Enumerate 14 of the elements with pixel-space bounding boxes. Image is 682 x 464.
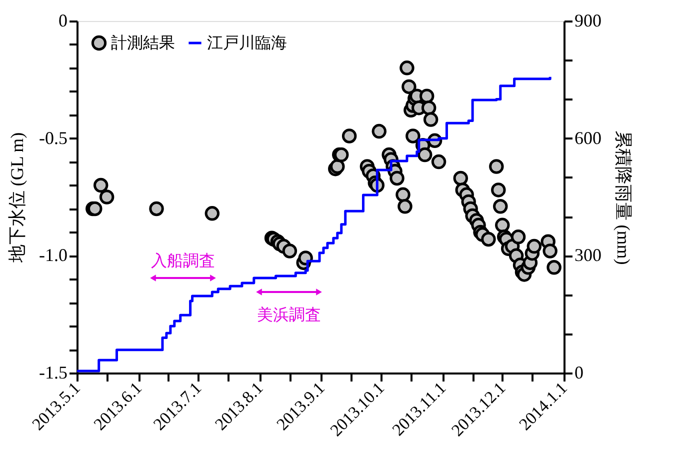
- y2-axis-title: 累積降雨量 (mm): [614, 130, 634, 265]
- annotation: 入船調査: [151, 252, 215, 270]
- y2-tick-label: 600: [574, 128, 602, 148]
- y-tick-label: 0: [58, 10, 68, 30]
- y2-tick-label: 300: [574, 245, 602, 266]
- y-tick-label: -1.5: [39, 362, 68, 382]
- y-tick-label: -1.0: [39, 245, 68, 266]
- legend-label: 江戸川臨海: [207, 34, 287, 52]
- annotation: 美浜調査: [257, 306, 321, 324]
- y-tick-label: -0.5: [39, 128, 68, 148]
- y2-tick-label: 0: [574, 362, 584, 382]
- y-axis-title: 地下水位 (GL m): [7, 132, 28, 264]
- y2-tick-label: 900: [574, 10, 602, 30]
- legend-label: 計測結果: [111, 34, 175, 52]
